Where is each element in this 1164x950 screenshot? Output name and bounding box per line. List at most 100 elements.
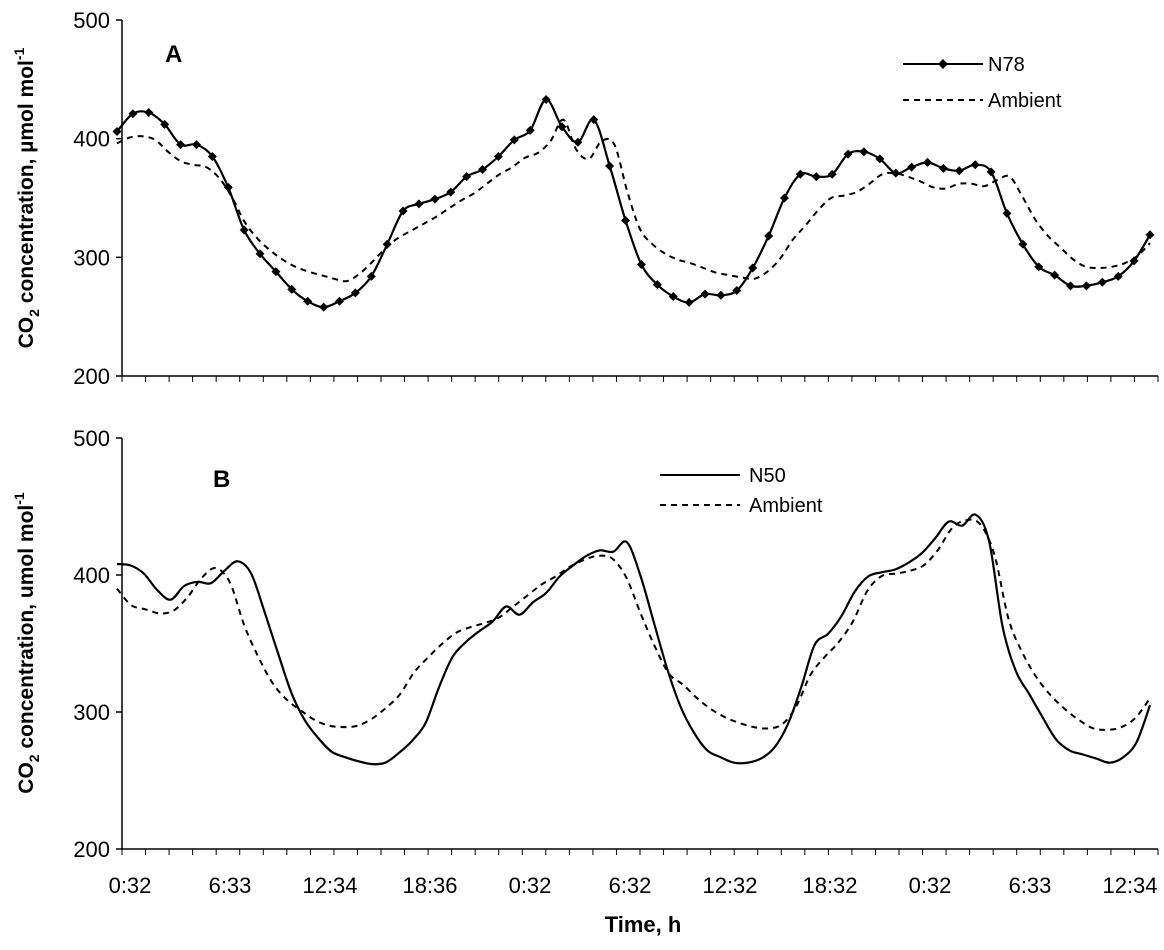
panel-a-y-ticks: 200 300 400 500 bbox=[73, 8, 122, 389]
series-point-n78 bbox=[1002, 208, 1012, 218]
x-tick-label: 12:32 bbox=[702, 873, 757, 898]
series-point-n78 bbox=[636, 259, 646, 269]
series-point-n78 bbox=[859, 147, 869, 157]
x-tick-label: 12:34 bbox=[1102, 873, 1157, 898]
series-point-n78 bbox=[732, 286, 742, 296]
legend-ambient-b-label: Ambient bbox=[749, 495, 823, 517]
series-point-n78 bbox=[1066, 281, 1076, 291]
legend-n78-diamond bbox=[938, 59, 948, 69]
panel-b-y-axis-label: CO2 concentration, umol mol-1 bbox=[11, 492, 42, 794]
x-tick-label: 0:32 bbox=[509, 873, 552, 898]
series-point-n78 bbox=[176, 140, 186, 150]
panel-b-letter: B bbox=[213, 466, 230, 493]
series-point-n78 bbox=[303, 296, 313, 306]
series-point-n78 bbox=[700, 289, 710, 299]
panel-a-y-axis-label: CO2 concentration, µmol mol-1 bbox=[11, 47, 42, 348]
series-point-n78 bbox=[1097, 277, 1107, 287]
series-point-n78 bbox=[1081, 281, 1091, 291]
series-point-n78 bbox=[652, 280, 662, 290]
x-tick-label: 0:32 bbox=[909, 873, 952, 898]
series-point-n78 bbox=[366, 271, 376, 281]
series-point-n78 bbox=[1129, 256, 1139, 266]
y-tick-label: 300 bbox=[73, 245, 110, 270]
series-point-n78 bbox=[255, 249, 265, 259]
series-line-ambient-a bbox=[116, 118, 1151, 283]
y-tick-label: 200 bbox=[73, 364, 110, 389]
series-point-n78 bbox=[923, 157, 933, 167]
series-point-n78 bbox=[684, 297, 694, 307]
series-line-n78-a bbox=[116, 98, 1151, 309]
series-point-n78 bbox=[1018, 239, 1028, 249]
series-point-n78 bbox=[430, 194, 440, 204]
series-point-n78 bbox=[478, 165, 488, 175]
series-point-n78 bbox=[938, 163, 948, 173]
x-tick-labels: 0:32 6:33 12:34 18:36 0:32 6:32 12:32 18:32 0:32… bbox=[109, 873, 1158, 898]
series-point-n78 bbox=[271, 267, 281, 277]
series-point-n78 bbox=[207, 151, 217, 161]
series-point-n78 bbox=[160, 119, 170, 129]
panel-b-x-ticks bbox=[121, 849, 1159, 855]
series-point-n78 bbox=[382, 239, 392, 249]
series-point-n78 bbox=[112, 127, 122, 137]
series-point-n78 bbox=[287, 284, 297, 294]
series-point-n78 bbox=[1050, 270, 1060, 280]
series-point-n78 bbox=[970, 160, 980, 170]
panel-a-legend: N78 Ambient bbox=[903, 54, 1062, 112]
y-tick-label: 300 bbox=[73, 700, 110, 725]
series-point-n78 bbox=[144, 108, 154, 118]
y-tick-label: 500 bbox=[73, 8, 110, 33]
x-tick-label: 6:33 bbox=[1009, 873, 1052, 898]
series-point-n78 bbox=[891, 168, 901, 178]
panel-a-series bbox=[112, 95, 1155, 312]
series-point-n78 bbox=[414, 199, 424, 209]
series-point-n78 bbox=[875, 154, 885, 164]
series-point-n78 bbox=[843, 149, 853, 159]
series-point-n78 bbox=[319, 302, 329, 312]
series-point-n78 bbox=[334, 296, 344, 306]
series-point-n78 bbox=[493, 151, 503, 161]
series-point-n78 bbox=[239, 225, 249, 235]
panel-a: A CO2 concentration, µmol mol-1 200 300 40… bbox=[11, 8, 1159, 389]
x-tick-label: 18:32 bbox=[802, 873, 857, 898]
series-point-n78 bbox=[350, 288, 360, 298]
series-point-n78 bbox=[1113, 271, 1123, 281]
panel-b: B CO2 concentration, umol mol-1 200 300 40… bbox=[11, 426, 1159, 862]
series-point-n78 bbox=[907, 162, 917, 172]
panel-b-series bbox=[116, 513, 1152, 766]
series-line-n50-b bbox=[116, 513, 1152, 766]
x-tick-label: 18:36 bbox=[402, 873, 457, 898]
series-point-n78 bbox=[541, 95, 551, 105]
series-point-n78 bbox=[446, 187, 456, 197]
series-point-n78 bbox=[462, 172, 472, 182]
x-axis-label: Time, h bbox=[605, 912, 682, 937]
legend-n78-label: N78 bbox=[988, 54, 1025, 76]
series-point-n78 bbox=[605, 161, 615, 171]
series-point-n78 bbox=[811, 172, 821, 182]
series-point-n78 bbox=[589, 115, 599, 125]
panel-b-legend: N50 Ambient bbox=[660, 465, 823, 517]
series-point-n78 bbox=[954, 166, 964, 176]
panel-b-y-ticks: 200 300 400 500 bbox=[73, 426, 122, 862]
y-tick-label: 200 bbox=[73, 837, 110, 862]
legend-ambient-a-label: Ambient bbox=[988, 90, 1062, 112]
panel-a-x-ticks bbox=[121, 376, 1159, 382]
x-tick-label: 6:33 bbox=[209, 873, 252, 898]
y-tick-label: 400 bbox=[73, 563, 110, 588]
series-point-n78 bbox=[986, 167, 996, 177]
series-point-n78 bbox=[557, 122, 567, 132]
series-line-ambient-b bbox=[116, 518, 1151, 731]
series-point-n78 bbox=[716, 290, 726, 300]
legend-n50-label: N50 bbox=[749, 465, 786, 487]
y-tick-label: 400 bbox=[73, 127, 110, 152]
series-point-n78 bbox=[573, 137, 583, 147]
series-point-n78 bbox=[827, 169, 837, 179]
series-point-n78 bbox=[779, 193, 789, 203]
y-tick-label: 500 bbox=[73, 426, 110, 451]
series-point-n78 bbox=[764, 231, 774, 241]
series-point-n78 bbox=[1145, 230, 1155, 240]
series-point-n78 bbox=[525, 125, 535, 135]
panel-a-letter: A bbox=[165, 41, 182, 68]
series-point-n78 bbox=[1034, 262, 1044, 272]
